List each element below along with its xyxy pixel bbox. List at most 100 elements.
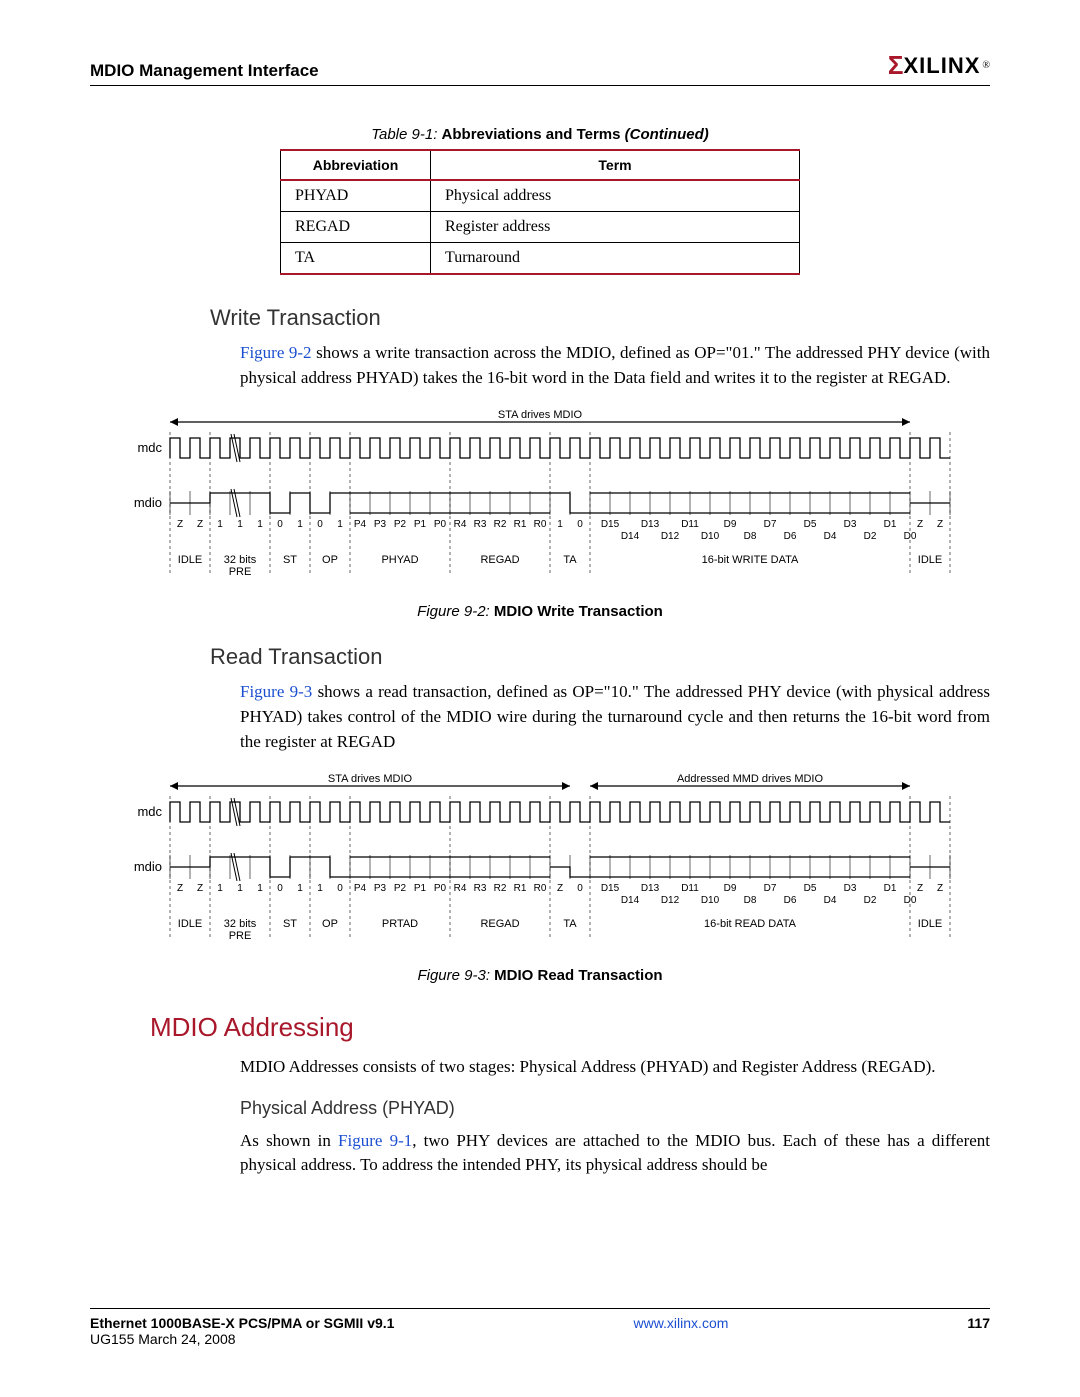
read-caption-prefix: Figure 9-3: — [417, 967, 490, 984]
footer-url[interactable]: www.xilinx.com — [633, 1315, 728, 1347]
svg-text:OP: OP — [322, 554, 338, 566]
svg-text:IDLE: IDLE — [918, 918, 942, 930]
svg-text:D2: D2 — [864, 531, 877, 542]
svg-text:PRTAD: PRTAD — [382, 918, 418, 930]
svg-text:1: 1 — [297, 519, 303, 530]
svg-text:1: 1 — [297, 883, 303, 894]
svg-text:P0: P0 — [434, 519, 447, 530]
write-heading: Write Transaction — [210, 305, 990, 331]
page-header: MDIO Management Interface Σ XILINX ® — [90, 50, 990, 86]
svg-text:P3: P3 — [374, 519, 387, 530]
svg-text:STA drives MDIO: STA drives MDIO — [328, 773, 413, 785]
svg-text:D14: D14 — [621, 531, 640, 542]
svg-text:R0: R0 — [534, 519, 547, 530]
table-header-row: Abbreviation Term — [281, 150, 800, 180]
write-body-text: shows a write transaction across the MDI… — [240, 343, 990, 387]
svg-text:P1: P1 — [414, 883, 427, 894]
svg-text:D7: D7 — [764, 519, 777, 530]
col-term: Term — [431, 150, 800, 180]
logo-text: XILINX — [903, 53, 980, 79]
svg-text:Z: Z — [917, 519, 923, 530]
svg-text:D5: D5 — [804, 883, 817, 894]
svg-text:mdc: mdc — [137, 440, 162, 455]
svg-text:D3: D3 — [844, 519, 857, 530]
svg-text:Z: Z — [917, 883, 923, 894]
svg-text:1: 1 — [217, 519, 223, 530]
svg-text:D12: D12 — [661, 895, 680, 906]
svg-text:ST: ST — [283, 554, 297, 566]
svg-text:Z: Z — [937, 883, 943, 894]
table-caption: Table 9-1: Abbreviations and Terms (Cont… — [90, 126, 990, 143]
svg-text:1: 1 — [257, 519, 263, 530]
phyad-figure-link[interactable]: Figure 9-1 — [338, 1131, 412, 1150]
svg-text:D8: D8 — [744, 531, 757, 542]
table-caption-suffix: (Continued) — [625, 126, 709, 143]
svg-text:R4: R4 — [454, 519, 467, 530]
svg-text:Z: Z — [937, 519, 943, 530]
svg-text:D7: D7 — [764, 883, 777, 894]
svg-text:1: 1 — [217, 883, 223, 894]
svg-text:0: 0 — [577, 519, 583, 530]
svg-text:Addressed MMD drives MDIO: Addressed MMD drives MDIO — [677, 773, 824, 785]
svg-text:R0: R0 — [534, 883, 547, 894]
write-figure-caption: Figure 9-2: MDIO Write Transaction — [90, 603, 990, 620]
page-footer: Ethernet 1000BASE-X PCS/PMA or SGMII v9.… — [90, 1308, 990, 1347]
svg-text:Z: Z — [177, 519, 183, 530]
svg-text:R1: R1 — [514, 883, 527, 894]
svg-text:mdio: mdio — [134, 859, 162, 874]
read-body-text: shows a read transaction, defined as OP=… — [240, 682, 990, 750]
svg-text:REGAD: REGAD — [480, 918, 519, 930]
svg-text:R4: R4 — [454, 883, 467, 894]
svg-text:D11: D11 — [681, 883, 699, 894]
svg-text:PRE: PRE — [229, 566, 252, 578]
svg-text:1: 1 — [337, 519, 343, 530]
svg-text:D4: D4 — [824, 895, 837, 906]
svg-text:D11: D11 — [681, 519, 699, 530]
svg-text:0: 0 — [277, 519, 283, 530]
svg-text:Z: Z — [197, 883, 203, 894]
svg-text:D3: D3 — [844, 883, 857, 894]
svg-text:1: 1 — [317, 883, 323, 894]
svg-text:Z: Z — [197, 519, 203, 530]
vendor-logo: Σ XILINX ® — [888, 50, 990, 81]
svg-text:D8: D8 — [744, 895, 757, 906]
svg-text:IDLE: IDLE — [918, 554, 942, 566]
svg-text:STA drives MDIO: STA drives MDIO — [498, 409, 583, 421]
svg-text:P4: P4 — [354, 883, 367, 894]
svg-text:D13: D13 — [641, 883, 660, 894]
svg-text:0: 0 — [317, 519, 323, 530]
svg-text:D1: D1 — [884, 883, 897, 894]
svg-text:1: 1 — [237, 519, 243, 530]
write-caption-title: MDIO Write Transaction — [494, 603, 663, 620]
read-figure-link[interactable]: Figure 9-3 — [240, 682, 312, 701]
svg-text:P4: P4 — [354, 519, 367, 530]
svg-text:IDLE: IDLE — [178, 918, 202, 930]
svg-text:D15: D15 — [601, 883, 620, 894]
svg-text:P0: P0 — [434, 883, 447, 894]
write-figure-link[interactable]: Figure 9-2 — [240, 343, 312, 362]
svg-text:D9: D9 — [724, 883, 737, 894]
svg-text:R1: R1 — [514, 519, 527, 530]
svg-text:P2: P2 — [394, 883, 407, 894]
svg-text:P2: P2 — [394, 519, 407, 530]
col-abbrev: Abbreviation — [281, 150, 431, 180]
footer-doc-title: Ethernet 1000BASE-X PCS/PMA or SGMII v9.… — [90, 1315, 394, 1347]
write-timing-diagram: STA drives MDIOmdcmdioZZ1110101P4P3P2P1P… — [110, 408, 970, 593]
svg-text:ST: ST — [283, 918, 297, 930]
svg-text:32 bits: 32 bits — [224, 554, 257, 566]
svg-text:D5: D5 — [804, 519, 817, 530]
svg-text:Z: Z — [177, 883, 183, 894]
svg-text:D15: D15 — [601, 519, 620, 530]
svg-text:D6: D6 — [784, 531, 797, 542]
svg-text:D1: D1 — [884, 519, 897, 530]
svg-text:1: 1 — [237, 883, 243, 894]
read-timing-diagram: STA drives MDIO Addressed MMD drives MDIO… — [110, 772, 970, 957]
svg-text:16-bit WRITE DATA: 16-bit WRITE DATA — [702, 554, 799, 566]
svg-text:1: 1 — [257, 883, 263, 894]
svg-text:D13: D13 — [641, 519, 660, 530]
svg-text:TA: TA — [563, 554, 577, 566]
read-heading: Read Transaction — [210, 644, 990, 670]
footer-doc-sub: UG155 March 24, 2008 — [90, 1331, 394, 1347]
read-figure-caption: Figure 9-3: MDIO Read Transaction — [90, 967, 990, 984]
svg-text:D12: D12 — [661, 531, 680, 542]
